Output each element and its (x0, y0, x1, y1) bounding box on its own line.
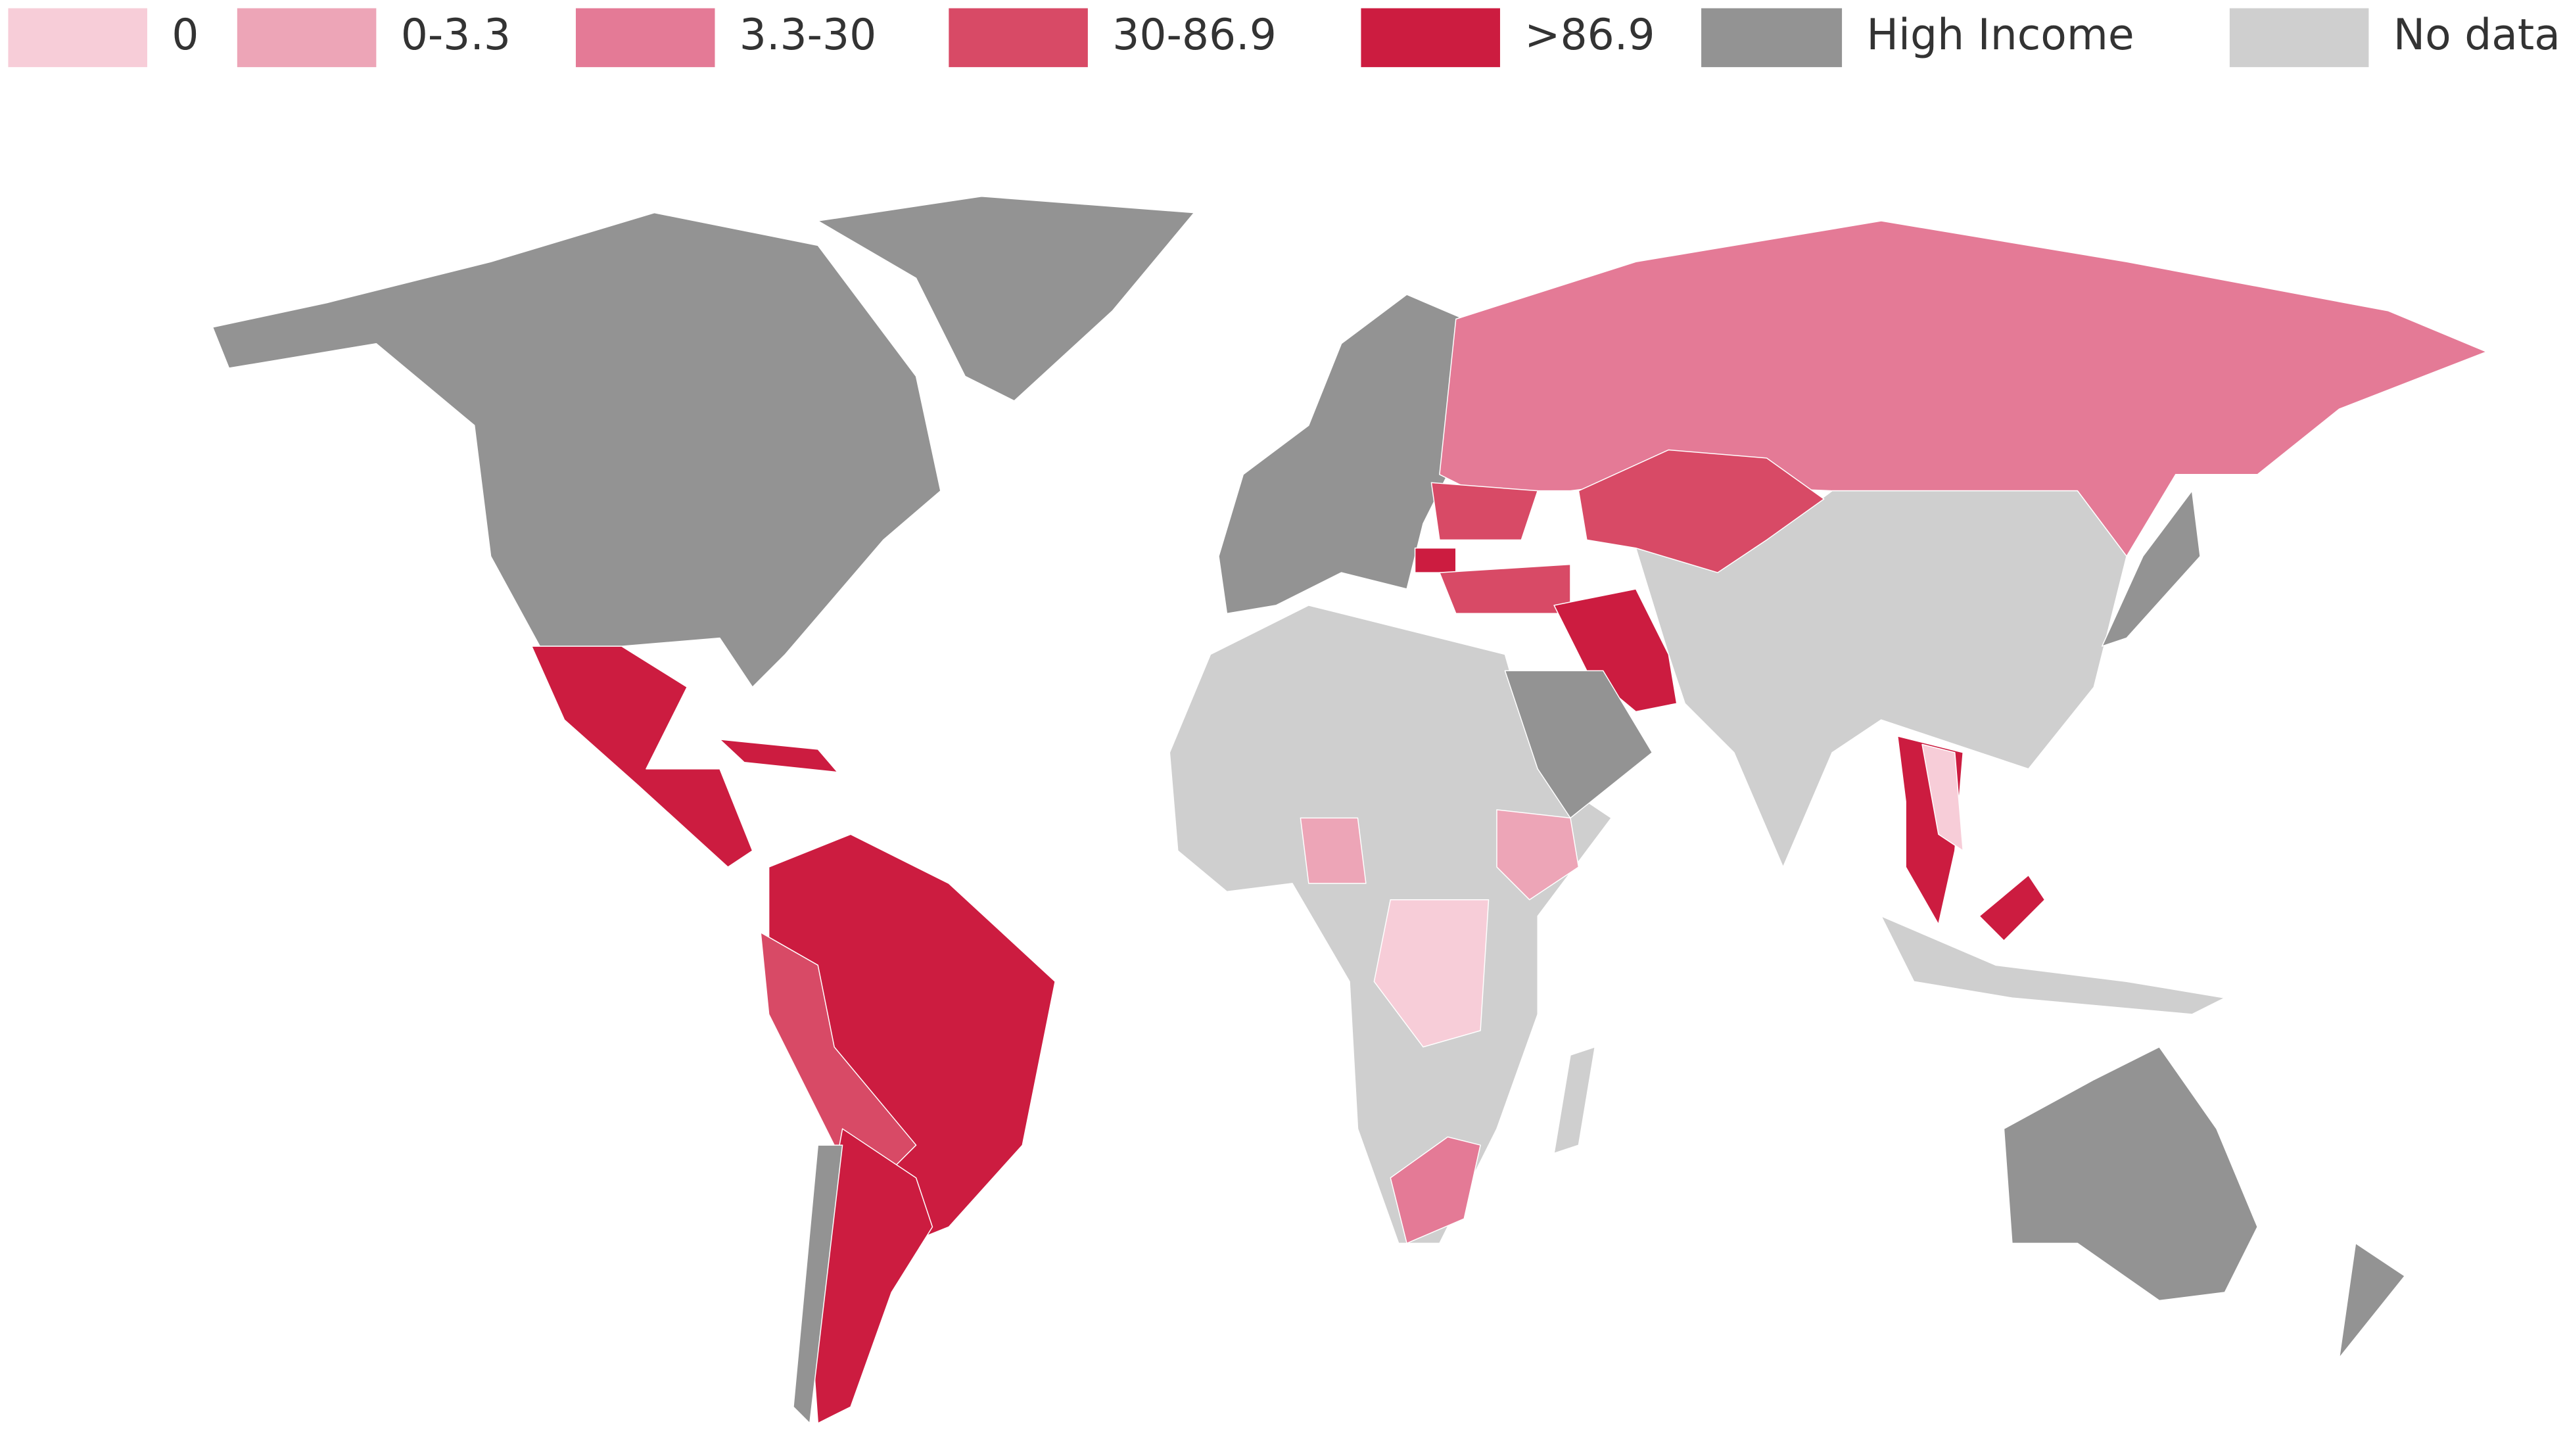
asia (1635, 490, 2127, 868)
nigeria (1300, 817, 1367, 884)
turkey (1439, 563, 1571, 615)
legend-swatch (949, 8, 1088, 68)
legend-label: 30-86.9 (1112, 11, 1277, 60)
north-america (212, 212, 941, 688)
ukraine (1430, 482, 1538, 541)
legend: 0 0-3.3 3.3-30 30-86.9 >86.9 High Income… (8, 8, 2560, 68)
legend-label: 0 (172, 11, 199, 60)
legend-label: 0-3.3 (401, 11, 511, 60)
ethiopia (1496, 809, 1580, 901)
south-africa (1390, 1136, 1481, 1244)
legend-swatch (8, 8, 147, 68)
dr-congo (1373, 899, 1490, 1048)
kazakhstan (1578, 449, 1825, 573)
legend-label: High Income (1866, 11, 2134, 60)
madagascar (1553, 1046, 1596, 1154)
legend-swatch (1361, 8, 1500, 68)
bulgaria (1414, 548, 1457, 573)
saudi-arabia (1504, 670, 1653, 819)
legend-label: No data (2393, 11, 2560, 60)
peru-bolivia (760, 931, 917, 1179)
legend-swatch (575, 8, 715, 68)
japan (2102, 490, 2201, 647)
cuba (719, 739, 838, 773)
legend-swatch (237, 8, 377, 68)
legend-swatch (2229, 8, 2369, 68)
regions (212, 195, 2487, 1424)
indonesia (1881, 915, 2226, 1015)
greenland (817, 195, 1195, 402)
australia (2003, 1046, 2258, 1302)
malaysia (1979, 874, 2046, 941)
legend-label: >86.9 (1524, 11, 1655, 60)
mexico-central-america (531, 646, 753, 868)
legend-label: 3.3-30 (740, 11, 877, 60)
chile (793, 1144, 843, 1424)
new-zealand (2338, 1242, 2405, 1359)
legend-swatch (1701, 8, 1843, 68)
laos (1921, 743, 1964, 851)
